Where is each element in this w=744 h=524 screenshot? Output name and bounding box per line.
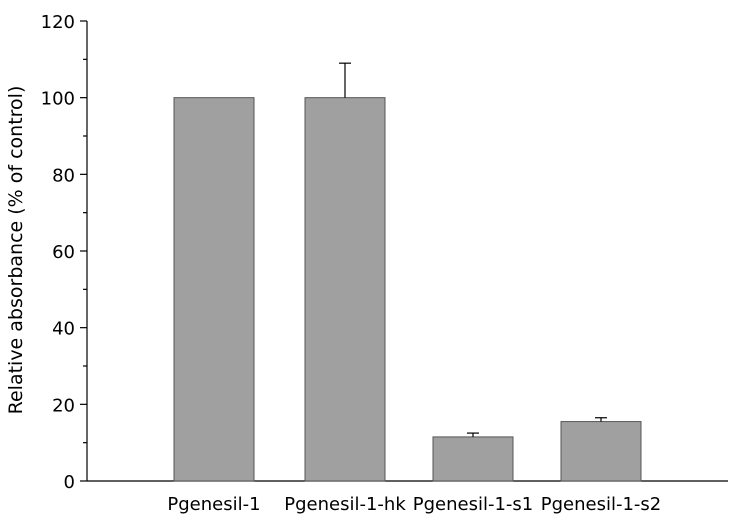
y-tick-label: 80: [52, 165, 75, 186]
y-axis-label: Relative absorbance (% of control): [5, 86, 27, 415]
bars: [173, 97, 642, 482]
y-axis-ticks: 0 20 40 60 80 100 120: [41, 12, 87, 493]
x-tick-label: Pgenesil-1-s2: [541, 494, 662, 515]
error-bars: [339, 62, 607, 437]
y-tick-label: 0: [64, 472, 75, 493]
bar: [173, 97, 255, 482]
y-tick-label: 60: [52, 242, 75, 263]
x-axis-tick-labels: Pgenesil-1 Pgenesil-1-hk Pgenesil-1-s1 Pgen…: [167, 494, 661, 515]
x-tick-label: Pgenesil-1: [167, 494, 260, 515]
y-tick-label: 40: [52, 319, 75, 340]
x-tick-label: Pgenesil-1-hk: [284, 494, 406, 515]
y-tick-label: 100: [41, 89, 75, 110]
bar: [304, 97, 386, 482]
bar: [560, 421, 642, 482]
y-tick-label: 120: [41, 12, 75, 33]
bar: [432, 436, 514, 482]
x-tick-label: Pgenesil-1-s1: [413, 494, 534, 515]
y-tick-label: 20: [52, 395, 75, 416]
